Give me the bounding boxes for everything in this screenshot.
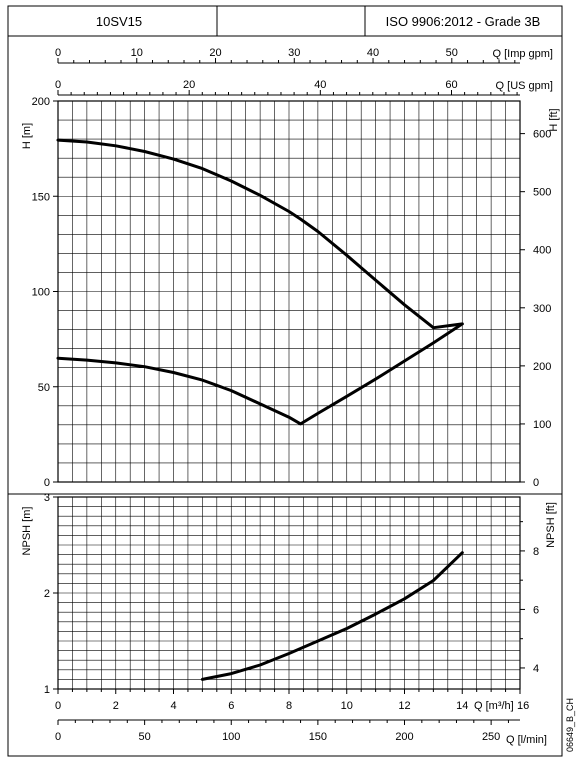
npsh-ylabel-right: NPSH [ft] [545,502,557,548]
npsh-ytick-right-label: 8 [533,546,539,558]
head-ytick-right-label: 0 [533,477,539,489]
bottom-axis-m3h-tick-label: 2 [113,700,119,712]
bottom-axis-m3h-tick-label: 14 [456,700,468,712]
top-axis-us-gpm-tick-label: 0 [55,79,61,91]
bottom-axis-lmin-tick-label: 50 [138,731,150,743]
head-ytick-right-label: 300 [533,303,551,315]
top-axis-us-gpm-tick-label: 40 [314,79,326,91]
bottom-axis-lmin-tick-label: 250 [482,731,500,743]
top-axis-imp-gpm-tick-label: 0 [55,47,61,59]
top-axis-imp-gpm-tick-label: 50 [446,47,458,59]
bottom-axis-m3h-tick-label: 6 [228,700,234,712]
head-ytick-right-label: 100 [533,419,551,431]
head-ylabel-right: H [ft] [548,108,560,131]
head-series [56,138,464,426]
npsh-ylabel-left: NPSH [m] [21,507,33,556]
npsh-ytick-left-label: 3 [44,492,50,504]
top-axis-imp-gpm-tick-label: 30 [288,47,300,59]
head-ytick-right-label: 500 [533,187,551,199]
head-ytick-left-label: 200 [32,96,50,108]
bottom-axis-m3h-tick-label: 0 [55,700,61,712]
top-axis-2-label: Q [US gpm] [496,80,553,92]
chart-code-label: 06649_B_CH [565,698,575,752]
standard-label: ISO 9906:2012 - Grade 3B [386,14,541,29]
head-curve-upper [56,138,464,330]
head-ytick-left-label: 150 [32,191,50,203]
npsh-grid [58,497,520,689]
top-axis-imp-gpm-tick-label: 20 [209,47,221,59]
npsh-series [200,551,464,681]
body-frame [7,35,563,757]
head-ytick-left-label: 50 [38,382,50,394]
npsh-ytick-left-label: 1 [44,684,50,696]
head-grid [58,101,520,482]
bottom-axis-m3h-tick-label: 16 [517,700,529,712]
head-ytick-left-label: 100 [32,287,50,299]
top-axis-us-gpm-tick-label: 60 [445,79,457,91]
npsh-ytick-left-label: 2 [44,588,50,600]
bottom-axis-m3h-tick-label: 8 [286,700,292,712]
npsh-curve [200,551,464,681]
top-axis-us-gpm-tick-label: 20 [183,79,195,91]
bottom-axis-m3h-tick-label: 12 [398,700,410,712]
model-label: 10SV15 [96,14,142,29]
bottom-axis-m3h-tick-label: 10 [341,700,353,712]
bottom-axis-lmin-tick-label: 0 [55,731,61,743]
head-ytick-right-label: 400 [533,245,551,257]
axes-layer: 0 10 20 30 40 500 20 40 600501001502000100200300… [32,47,552,743]
bottom-axis-lmin-tick-label: 100 [222,731,240,743]
npsh-ytick-right-label: 6 [533,604,539,616]
npsh-ytick-right-label: 4 [533,663,539,675]
bottom-axis-lmin-tick-label: 200 [395,731,413,743]
head-curve-lower [56,322,464,426]
top-axis-imp-gpm-tick-label: 40 [367,47,379,59]
head-ytick-right-label: 200 [533,361,551,373]
head-ytick-left-label: 0 [44,477,50,489]
head-ylabel-left: H [m] [21,123,33,149]
bottom-axis-1-label: Q [m³/h] [474,700,514,712]
bottom-axis-lmin-tick-label: 150 [309,731,327,743]
head-ytick-right-label: 600 [533,129,551,141]
top-axis-1-label: Q [Imp gpm] [492,48,553,60]
top-axis-imp-gpm-tick-label: 10 [131,47,143,59]
bottom-axis-m3h-tick-label: 4 [170,700,176,712]
bottom-axis-2-label: Q [l/min] [506,734,547,746]
